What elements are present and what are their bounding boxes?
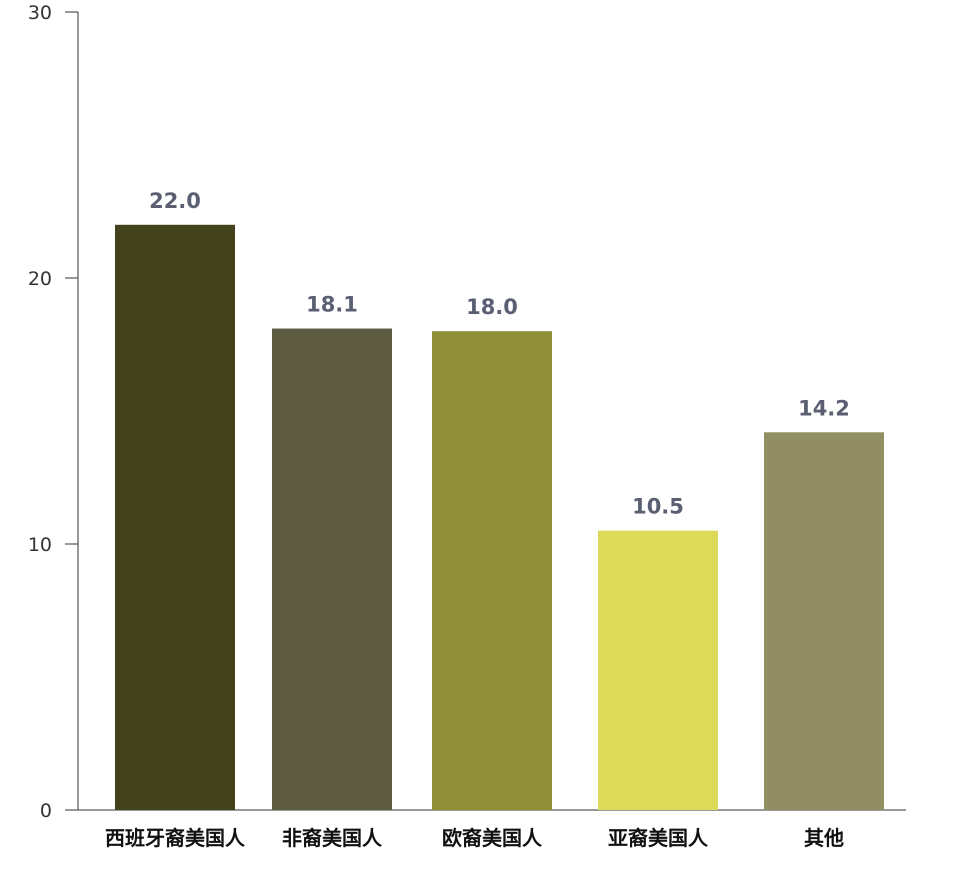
category-labels: 西班牙裔美国人 非裔美国人 欧裔美国人 亚裔美国人 其他 <box>105 826 844 850</box>
x-tick-label: 其他 <box>804 826 844 850</box>
y-ticks: 0 10 20 30 <box>28 2 78 822</box>
bars <box>115 224 884 811</box>
data-label: 10.5 <box>632 495 684 519</box>
data-label: 22.0 <box>149 189 201 213</box>
bar <box>432 331 552 810</box>
y-tick-label: 20 <box>28 268 52 290</box>
bar <box>764 432 884 810</box>
bar <box>272 328 392 810</box>
y-tick-label: 0 <box>40 800 52 822</box>
data-label: 14.2 <box>798 396 850 420</box>
data-label: 18.1 <box>306 293 358 317</box>
value-labels: 22.0 18.1 18.0 10.5 14.2 <box>149 189 850 519</box>
y-tick-label: 30 <box>28 2 52 24</box>
x-tick-label: 西班牙裔美国人 <box>105 826 246 850</box>
y-tick-label: 10 <box>28 534 52 556</box>
bar <box>598 530 718 810</box>
bar <box>115 224 235 811</box>
x-tick-label: 欧裔美国人 <box>442 826 543 850</box>
x-tick-label: 非裔美国人 <box>282 826 383 850</box>
data-label: 18.0 <box>466 295 518 319</box>
x-tick-label: 亚裔美国人 <box>608 826 709 850</box>
